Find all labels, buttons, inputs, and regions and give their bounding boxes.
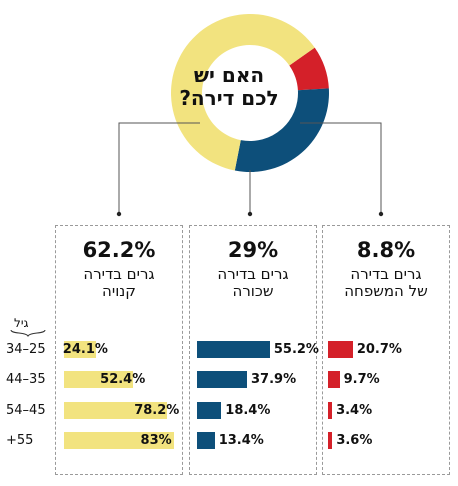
donut-slice — [289, 47, 329, 91]
owned-label: גרים בדירה קנויה — [56, 266, 182, 300]
question-line-2: לכם דירה? — [179, 86, 279, 110]
age-group-label: 44–35 — [6, 372, 46, 387]
bar-owned — [64, 371, 134, 388]
bar-value-label: 37.9% — [251, 372, 297, 387]
bar-value-label: 3.6% — [336, 433, 373, 448]
bar-rented — [197, 341, 270, 358]
family-label: גרים בדירה של המשפחה — [323, 266, 449, 300]
donut-slice — [171, 14, 315, 171]
panel-family: 8.8% גרים בדירה של המשפחה — [322, 225, 450, 475]
age-group-label: +55 — [6, 433, 34, 448]
rented-percentage: 29% — [227, 238, 279, 262]
owned-label-line-1: גרים בדירה — [83, 265, 155, 283]
bar-value-label: 83% — [140, 433, 172, 448]
age-group-label: 34–25 — [6, 342, 46, 357]
owned-label-line-2: קנויה — [102, 282, 136, 300]
bar-owned — [64, 432, 174, 449]
family-label-line-2: של המשפחה — [344, 282, 428, 300]
rented-label-line-1: גרים בדירה — [217, 265, 289, 283]
rented-label-line-2: שכורה — [232, 282, 274, 300]
family-percentage: 8.8% — [356, 238, 416, 262]
bar-family — [328, 371, 340, 388]
age-group-label: 54–45 — [6, 403, 46, 418]
rented-label: גרים בדירה שכורה — [190, 266, 316, 300]
age-bracket-icon — [10, 329, 46, 337]
family-label-line-1: גרים בדירה — [350, 265, 422, 283]
bar-owned — [64, 402, 168, 419]
donut-slice — [234, 88, 329, 172]
bar-family — [328, 341, 353, 358]
bar-rented — [197, 432, 215, 449]
bar-value-label: 9.7% — [343, 372, 380, 387]
bar-owned — [64, 341, 96, 358]
chart-question: האם יש לכם דירה? — [176, 64, 282, 110]
bar-value-label: 78.2% — [134, 403, 180, 418]
question-line-1: האם יש — [193, 63, 265, 87]
bar-value-label: 3.4% — [336, 403, 373, 418]
bar-value-label: 52.4% — [100, 372, 146, 387]
bar-family — [328, 402, 333, 419]
bar-rented — [197, 371, 248, 388]
bar-family — [328, 432, 333, 449]
bar-value-label: 18.4% — [225, 403, 271, 418]
bar-value-label: 55.2% — [273, 342, 319, 357]
bar-value-label: 20.7% — [356, 342, 402, 357]
bar-value-label: 24.1% — [62, 342, 108, 357]
age-axis-title: גיל — [14, 316, 29, 330]
panel-rented: 29% גרים בדירה שכורה — [189, 225, 317, 475]
bar-rented — [197, 402, 222, 419]
owned-percentage: 62.2% — [82, 238, 156, 262]
bar-value-label: 13.4% — [218, 433, 264, 448]
panel-owned: 62.2% גרים בדירה קנויה — [55, 225, 183, 475]
